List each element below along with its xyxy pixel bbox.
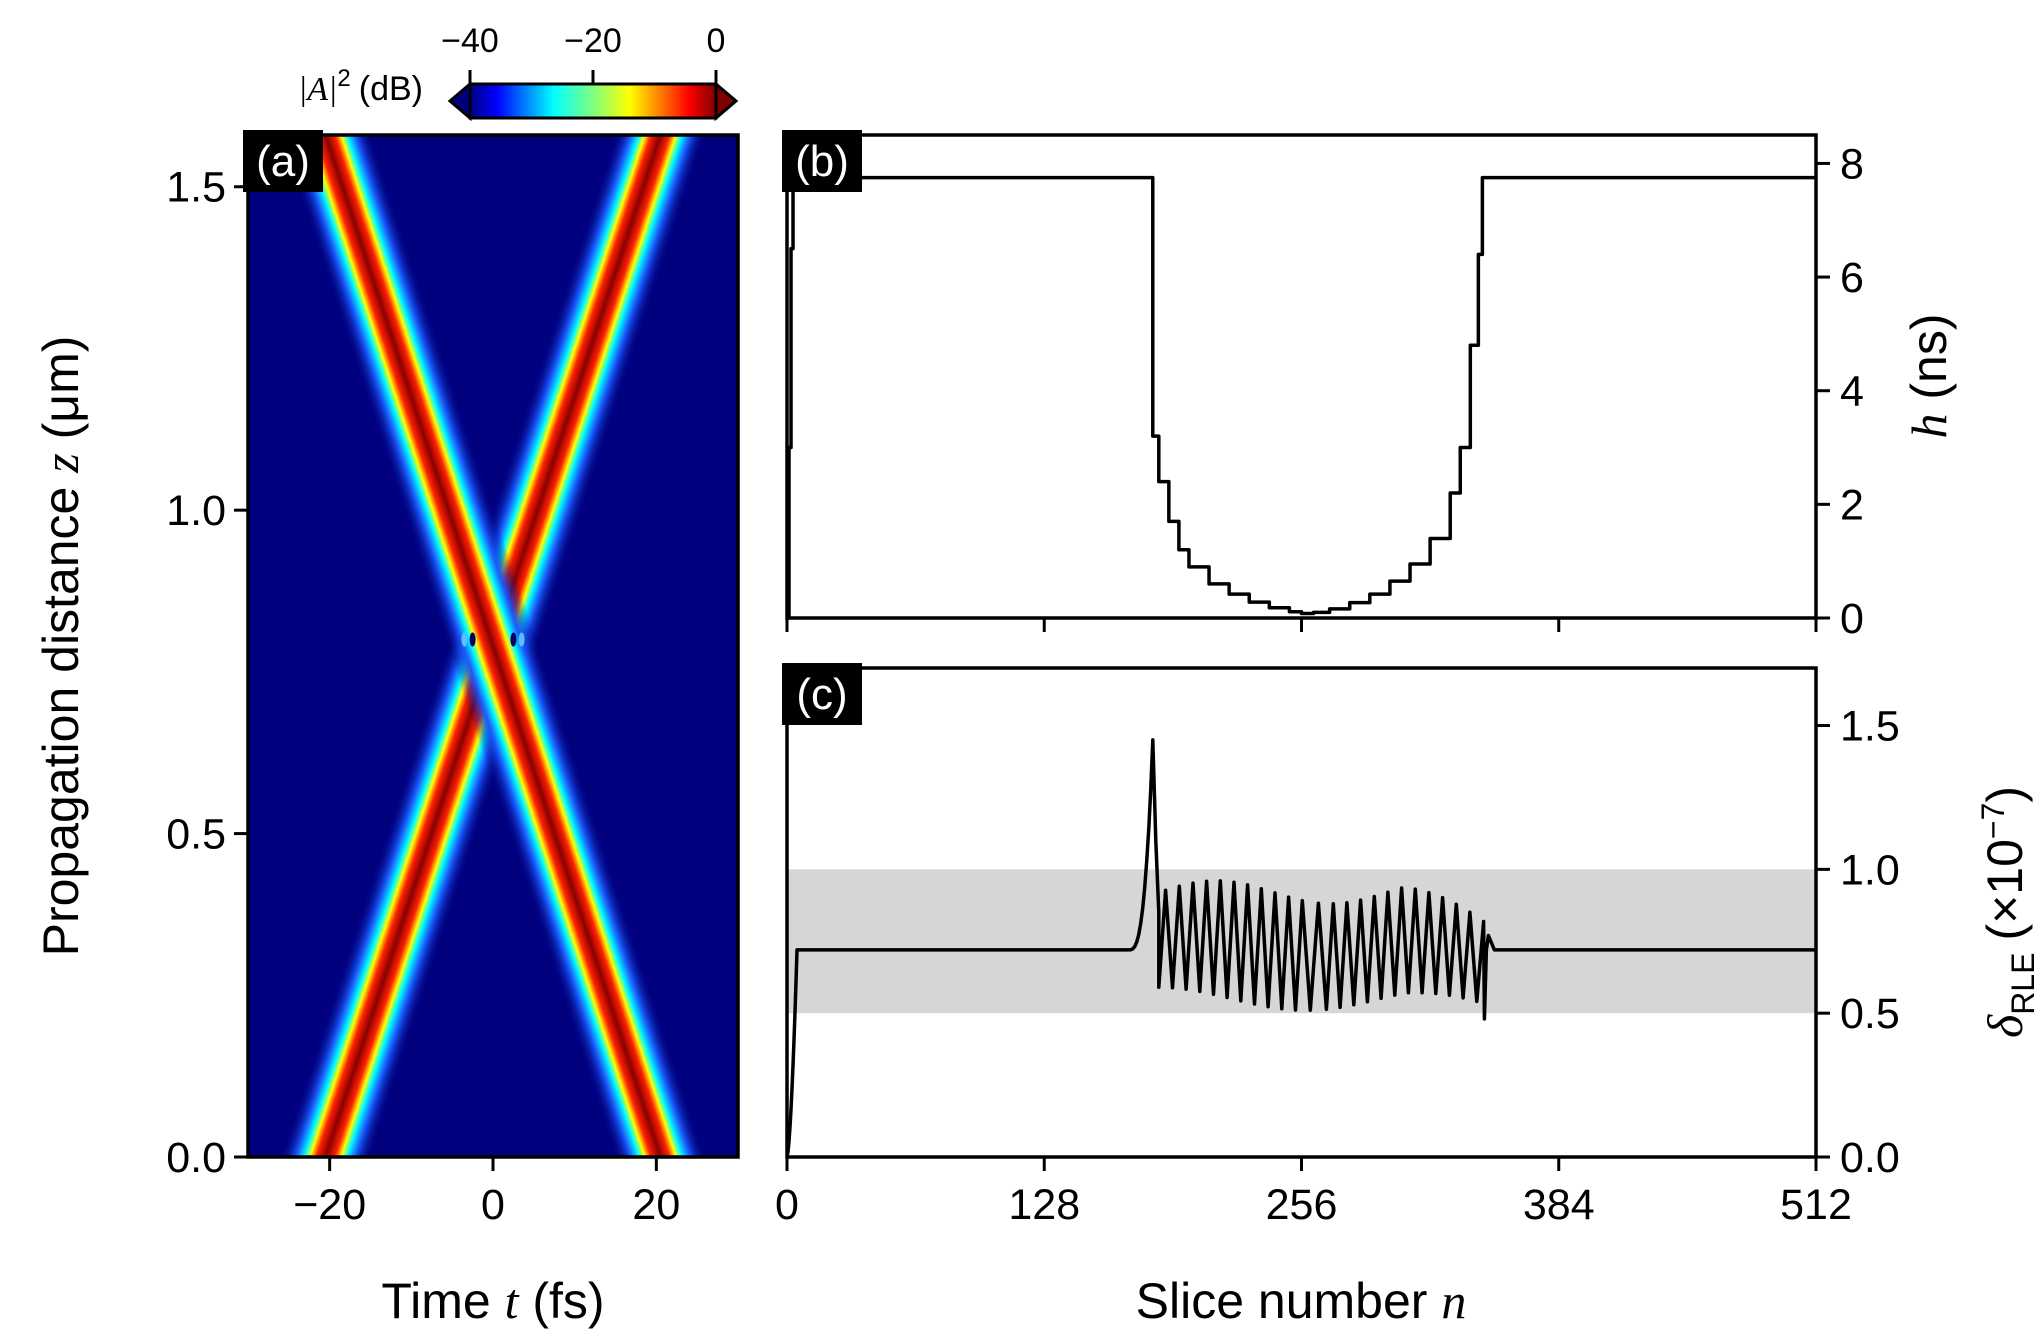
colorbar-gradient — [470, 84, 716, 118]
colorbar-low-extend — [447, 80, 472, 122]
collision-artifact — [461, 632, 468, 647]
x-tick-label: 20 — [632, 1181, 680, 1229]
panel-b-tag-bg — [782, 130, 862, 192]
panel-c-rle: 0.0 0.5 1.0 1.5 0 128 256 384 512 (c) Slice num… — [775, 663, 2040, 1329]
y-tick-label: 1.0 — [1840, 846, 1900, 894]
panel-a-tag-bg — [243, 130, 323, 192]
collision-artifact — [518, 632, 525, 647]
panel-c-y-label: δRLE(×10−7) — [1975, 786, 2040, 1038]
x-tick-label: 512 — [1780, 1181, 1852, 1229]
y-tick-label: 0.0 — [1840, 1134, 1900, 1182]
panel-a-x-ticks: −20 0 20 — [293, 1157, 680, 1229]
y-tick-label: 1.5 — [166, 164, 226, 212]
panel-b-step-size: 0 2 4 6 8 (b) h (ns) — [782, 130, 1957, 643]
y-tick-label: 1.5 — [1840, 703, 1900, 751]
x-tick-label: 256 — [1266, 1181, 1338, 1229]
panel-a-y-ticks: 0.0 0.5 1.0 1.5 — [166, 164, 248, 1182]
x-tick-label: 384 — [1523, 1181, 1595, 1229]
y-tick-label: 4 — [1840, 368, 1864, 416]
panel-b-tag: (b) — [795, 137, 849, 186]
colorbar-tick-label: 0 — [707, 22, 726, 60]
panel-a-heatmap: −20 0 20 0.0 0.5 1.0 1.5 (a) Time t (fs) Prop… — [33, 130, 740, 1329]
panel-c-tag-bg — [782, 663, 862, 725]
y-tick-label: 0 — [1840, 595, 1864, 643]
panel-b-series-line — [787, 175, 1816, 620]
x-tick-label: −20 — [293, 1181, 366, 1229]
panel-c-tag: (c) — [796, 670, 847, 719]
x-tick-label: 128 — [1008, 1181, 1080, 1229]
y-tick-label: 0.5 — [1840, 990, 1900, 1038]
y-tick-label: 2 — [1840, 481, 1864, 529]
x-tick-label: 0 — [481, 1181, 505, 1229]
x-tick-label: 0 — [775, 1181, 799, 1229]
panel-a-y-label: Propagation distance z (μm) — [33, 336, 89, 957]
panel-b-y-label: h (ns) — [1901, 313, 1957, 438]
y-tick-label: 0.0 — [166, 1134, 226, 1182]
y-tick-label: 6 — [1840, 254, 1864, 302]
panel-a-x-label: Time t (fs) — [381, 1273, 604, 1329]
panel-b-frame — [785, 133, 1818, 620]
y-tick-label: 8 — [1840, 140, 1864, 188]
y-tick-label: 0.5 — [166, 811, 226, 859]
collision-artifact — [469, 632, 476, 647]
panel-b-y-ticks: 0 2 4 6 8 — [1816, 140, 1864, 643]
pulse-trace-1 — [279, 135, 707, 1157]
pulse-band-1 — [279, 135, 707, 1157]
panel-c-series-line — [785, 738, 1816, 1158]
collision-artifact — [510, 632, 517, 647]
colorbar-tick-label: −40 — [441, 22, 499, 60]
colorbar-high-extend — [714, 80, 739, 122]
colorbar-label: |A|2 (dB) — [298, 65, 423, 108]
heatmap-pulses — [279, 135, 707, 1157]
panel-c-x-ticks: 0 128 256 384 512 — [775, 1157, 1852, 1229]
colorbar-tick-label: −20 — [564, 22, 622, 60]
panel-c-x-label: Slice number n — [1136, 1273, 1467, 1329]
panel-c-y-ticks: 0.0 0.5 1.0 1.5 — [1816, 703, 1900, 1182]
colorbar: −40 −20 0 |A|2 (dB) — [298, 22, 739, 122]
panel-c-frame — [785, 666, 1818, 1159]
y-tick-label: 1.0 — [166, 487, 226, 535]
panel-b-x-ticks — [785, 618, 1818, 632]
colorbar-ticks: −40 −20 0 — [441, 22, 725, 84]
panel-a-tag: (a) — [256, 137, 310, 186]
